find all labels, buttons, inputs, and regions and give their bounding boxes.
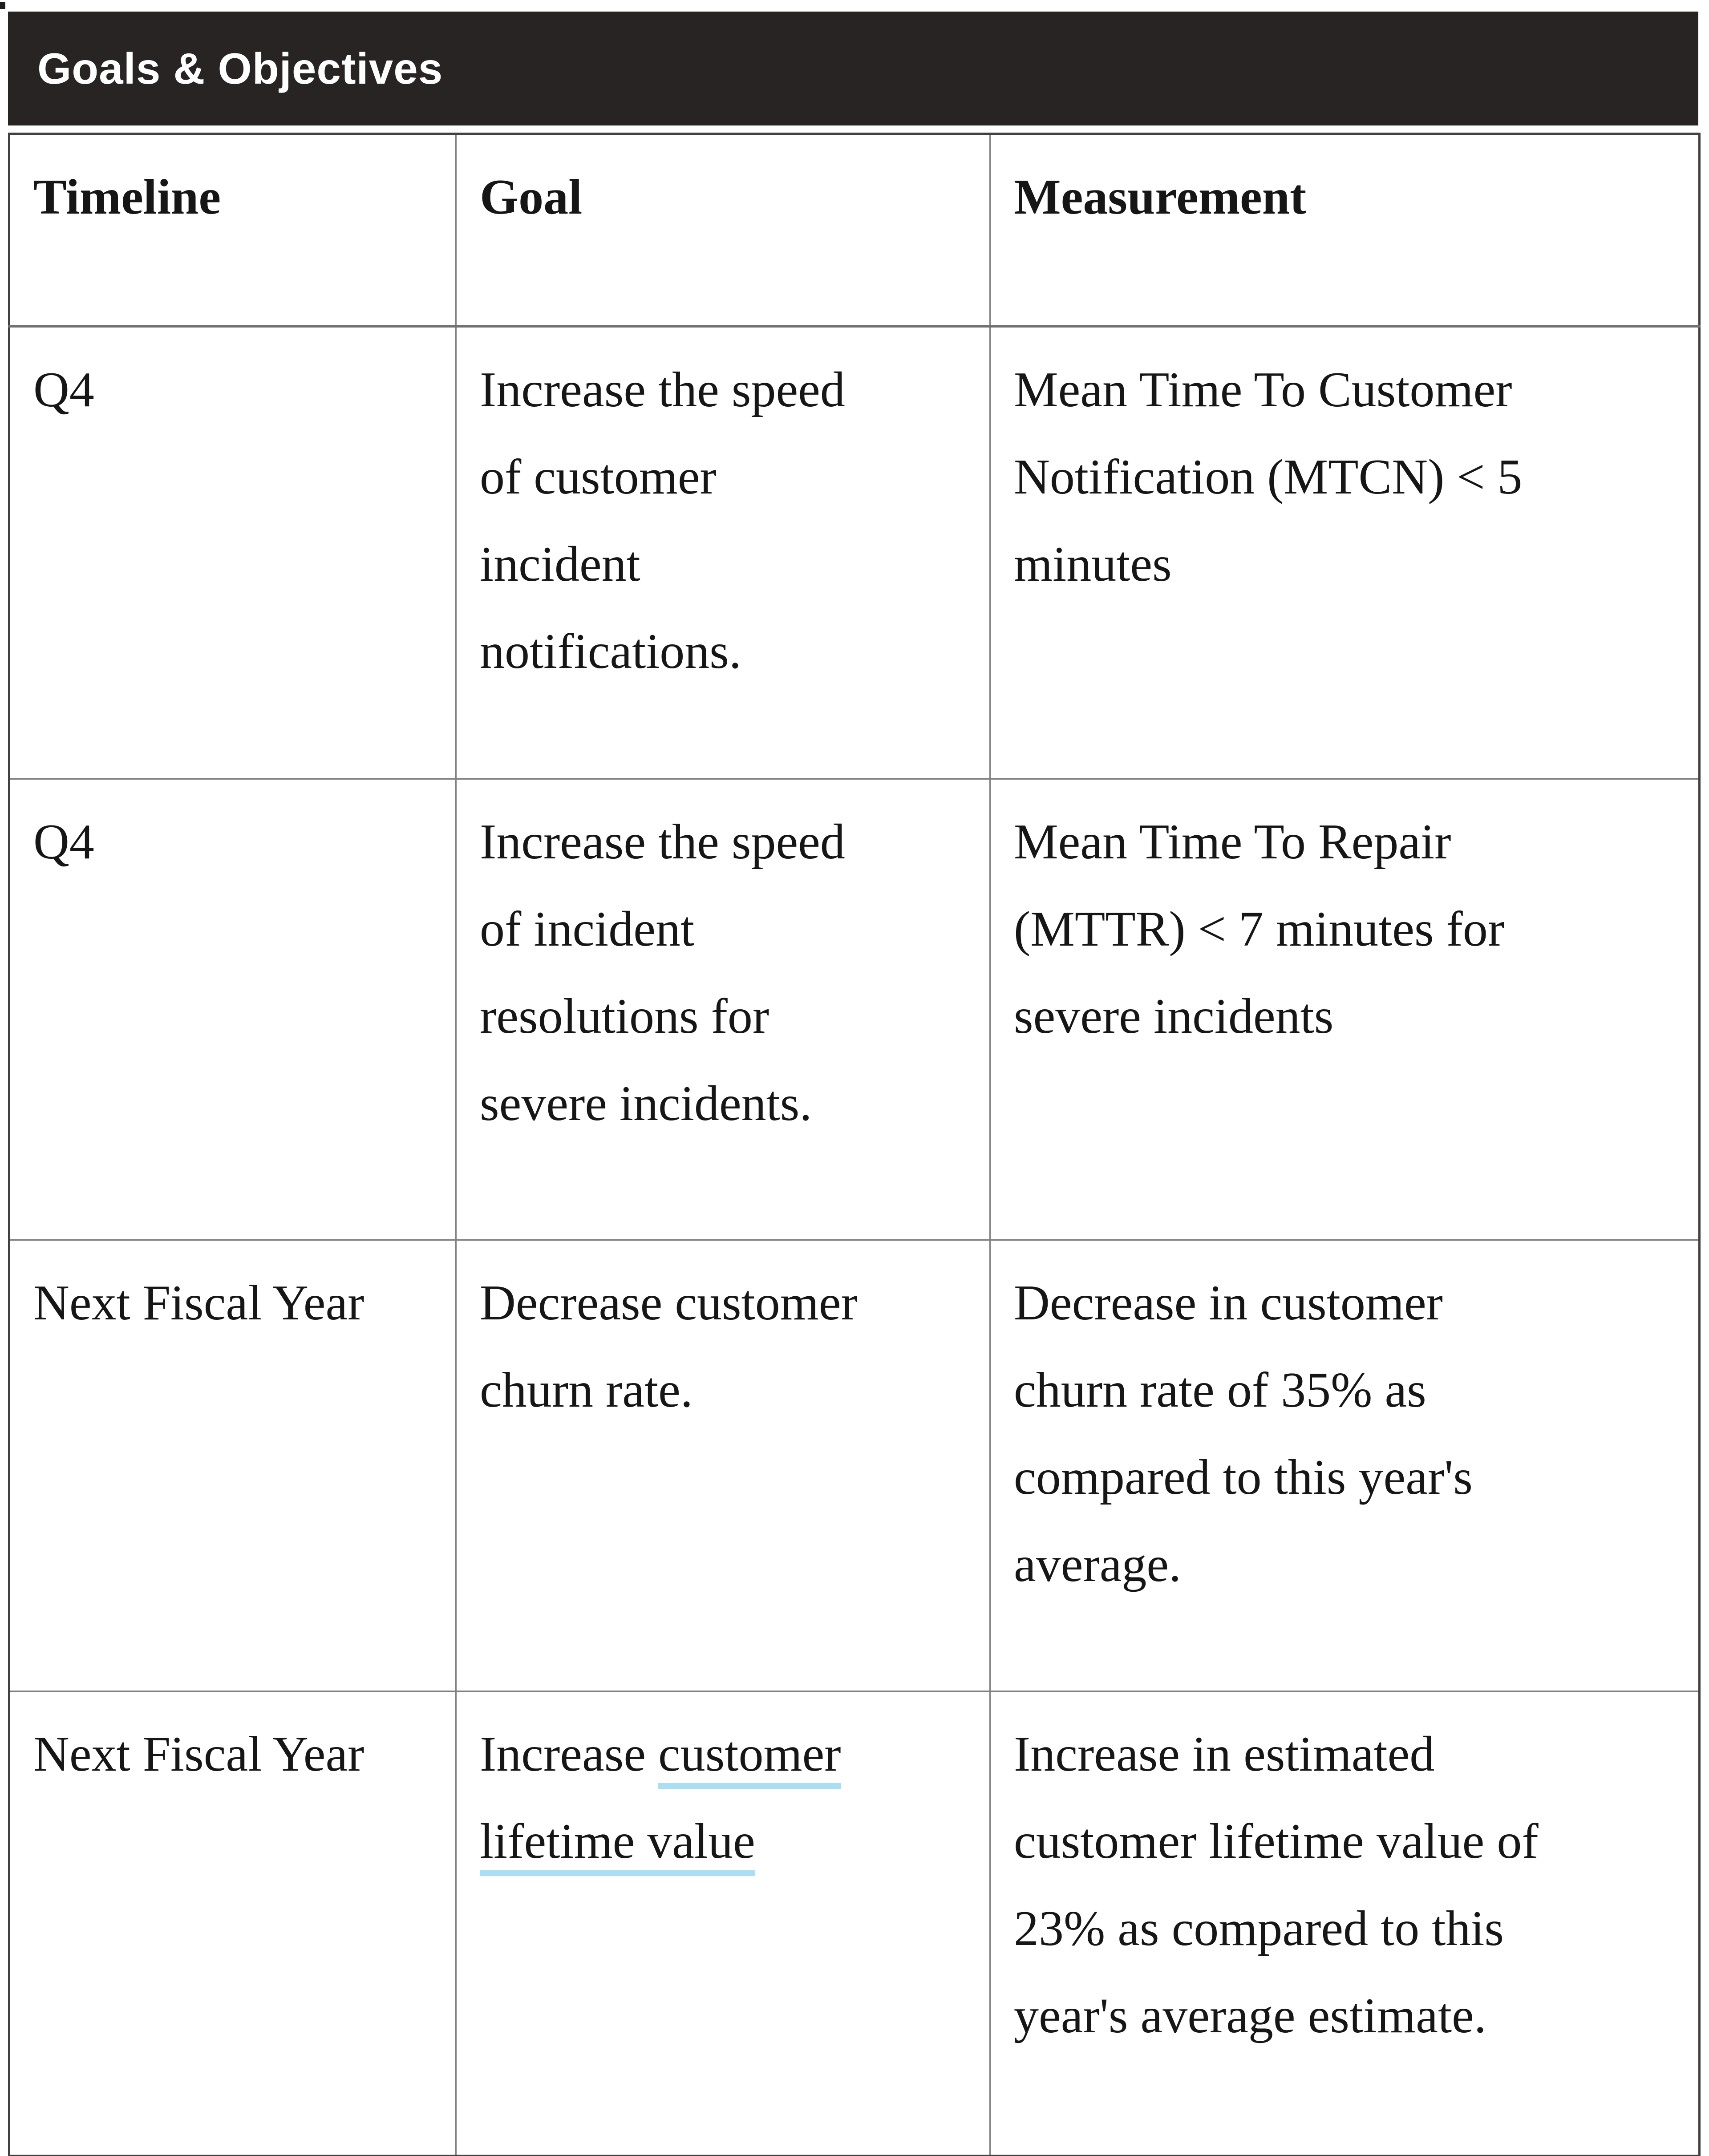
cell-goal: Increase the speed of customer incident …	[455, 326, 991, 780]
table-title-bar: Goals & Objectives	[8, 12, 1698, 125]
table-row: Next Fiscal Year Increase customer lifeti…	[8, 1691, 1700, 2156]
cell-measurement: Decrease in customer churn rate of 35% a…	[989, 1239, 1700, 1692]
column-header-row: Timeline Goal Measurement	[8, 133, 1700, 328]
cell-timeline: Q4	[8, 778, 457, 1241]
column-header-goal: Goal	[455, 133, 991, 328]
cell-goal: Increase customer lifetime value	[455, 1691, 991, 2156]
table-title: Goals & Objectives	[37, 44, 443, 93]
goals-objectives-table: Timeline Goal Measurement Q4 Increase the s…	[8, 133, 1701, 2156]
table-row: Next Fiscal Year Decrease customer churn …	[8, 1239, 1700, 1692]
goal-text: Increase	[480, 1727, 659, 1782]
cell-measurement: Mean Time To Repair (MTTR) < 7 minutes f…	[989, 778, 1700, 1241]
table-row: Q4 Increase the speed of incident resolut…	[8, 778, 1700, 1241]
column-header-timeline: Timeline	[8, 133, 457, 328]
cell-measurement: Mean Time To Customer Notification (MTCN…	[989, 326, 1700, 780]
column-header-measurement: Measurement	[989, 133, 1700, 328]
cell-goal: Decrease customer churn rate.	[455, 1239, 991, 1692]
table-row: Q4 Increase the speed of customer inciden…	[8, 326, 1700, 780]
cell-timeline: Q4	[8, 326, 457, 780]
cell-timeline: Next Fiscal Year	[8, 1691, 457, 2156]
corner-artifact	[0, 2, 5, 9]
cell-timeline: Next Fiscal Year	[8, 1239, 457, 1692]
goals-section: Goals & Objectives Timeline Goal Measureme…	[8, 12, 1701, 2156]
cell-goal: Increase the speed of incident resolutio…	[455, 778, 991, 1241]
cell-measurement: Increase in estimated customer lifetime …	[989, 1691, 1700, 2156]
customer-lifetime-value-link[interactable]: customer lifetime value	[480, 1727, 841, 1876]
